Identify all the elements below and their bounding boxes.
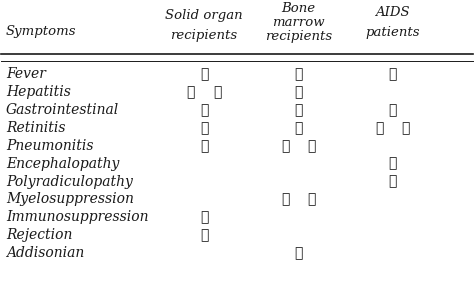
Text: ✓: ✓	[307, 139, 316, 153]
Text: marrow: marrow	[272, 16, 325, 29]
Text: Immunosuppression: Immunosuppression	[6, 210, 149, 224]
Text: ✓: ✓	[200, 139, 208, 153]
Text: ✓: ✓	[388, 67, 397, 81]
Text: Symptoms: Symptoms	[6, 25, 77, 38]
Text: Rejection: Rejection	[6, 228, 73, 242]
Text: ✓: ✓	[200, 67, 208, 81]
Text: ✓: ✓	[200, 121, 208, 135]
Text: Gastrointestinal: Gastrointestinal	[6, 103, 119, 117]
Text: ✓: ✓	[281, 192, 289, 206]
Text: ✓: ✓	[294, 103, 302, 117]
Text: ✓: ✓	[294, 67, 302, 81]
Text: ✓: ✓	[187, 85, 195, 99]
Text: ✓: ✓	[294, 121, 302, 135]
Text: Pneumonitis: Pneumonitis	[6, 139, 93, 153]
Text: recipients: recipients	[171, 29, 237, 42]
Text: ✓: ✓	[388, 157, 397, 171]
Text: patients: patients	[365, 26, 420, 39]
Text: ✓: ✓	[401, 121, 410, 135]
Text: Addisonian: Addisonian	[6, 246, 84, 260]
Text: Solid organ: Solid organ	[165, 9, 243, 22]
Text: AIDS: AIDS	[375, 6, 410, 19]
Text: ✓: ✓	[375, 121, 383, 135]
Text: Encephalopathy: Encephalopathy	[6, 157, 119, 171]
Text: ✓: ✓	[307, 192, 316, 206]
Text: ✓: ✓	[200, 103, 208, 117]
Text: ✓: ✓	[294, 246, 302, 260]
Text: Retinitis: Retinitis	[6, 121, 65, 135]
Text: Bone: Bone	[281, 2, 315, 15]
Text: ✓: ✓	[200, 228, 208, 242]
Text: ✓: ✓	[388, 175, 397, 188]
Text: Fever: Fever	[6, 67, 46, 81]
Text: Myelosuppression: Myelosuppression	[6, 192, 134, 206]
Text: ✓: ✓	[294, 85, 302, 99]
Text: ✓: ✓	[281, 139, 289, 153]
Text: ✓: ✓	[213, 85, 221, 99]
Text: Polyradiculopathy: Polyradiculopathy	[6, 175, 133, 188]
Text: Hepatitis: Hepatitis	[6, 85, 71, 99]
Text: ✓: ✓	[200, 210, 208, 224]
Text: recipients: recipients	[264, 30, 332, 43]
Text: ✓: ✓	[388, 103, 397, 117]
